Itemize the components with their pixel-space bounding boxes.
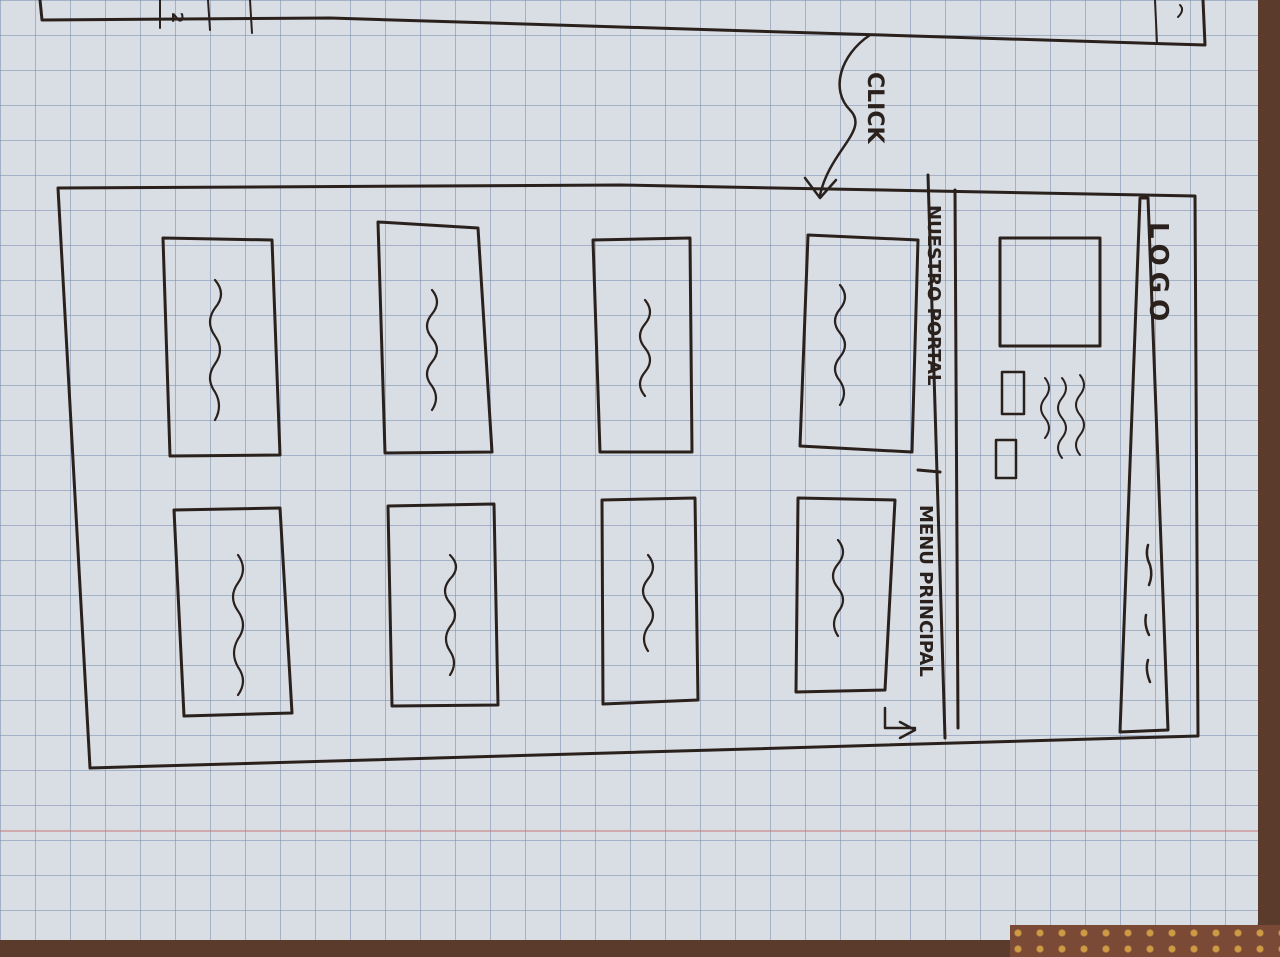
profile-image-placeholder <box>998 236 1102 348</box>
click-label: CLICK <box>862 72 887 144</box>
card[interactable] <box>600 496 700 706</box>
nav-divider <box>916 468 942 474</box>
click-annotation: CLICK <box>803 33 887 200</box>
step-number: 2 <box>168 12 187 23</box>
card-grid <box>161 220 920 718</box>
paper-margin-line <box>0 830 1258 832</box>
card[interactable] <box>591 236 694 454</box>
graph-paper-sheet <box>0 0 1258 940</box>
logo-text: LOGO <box>1143 222 1173 327</box>
social-icon-1[interactable] <box>1000 370 1026 416</box>
card[interactable] <box>376 220 494 455</box>
nav-item-menu-principal[interactable]: MENU PRINCIPAL <box>915 505 936 677</box>
card[interactable] <box>794 496 897 694</box>
card[interactable] <box>161 236 282 458</box>
page-frame <box>56 183 1200 770</box>
tablecloth-pattern <box>1010 925 1280 957</box>
header-bar <box>1118 196 1170 734</box>
social-icon-2[interactable] <box>994 438 1018 480</box>
previous-wireframe-fragment: 2 <box>38 0 1207 47</box>
nav-bar <box>926 173 960 740</box>
nav-arrow-icon <box>883 706 917 740</box>
hamburger-menu-icon[interactable] <box>1144 543 1153 684</box>
card[interactable] <box>798 233 920 454</box>
card[interactable] <box>172 506 294 718</box>
card[interactable] <box>386 502 500 708</box>
profile-text-lines <box>1040 374 1085 459</box>
nav-item-nuestro-portal[interactable]: NUESTRO PORTAL <box>923 205 944 385</box>
